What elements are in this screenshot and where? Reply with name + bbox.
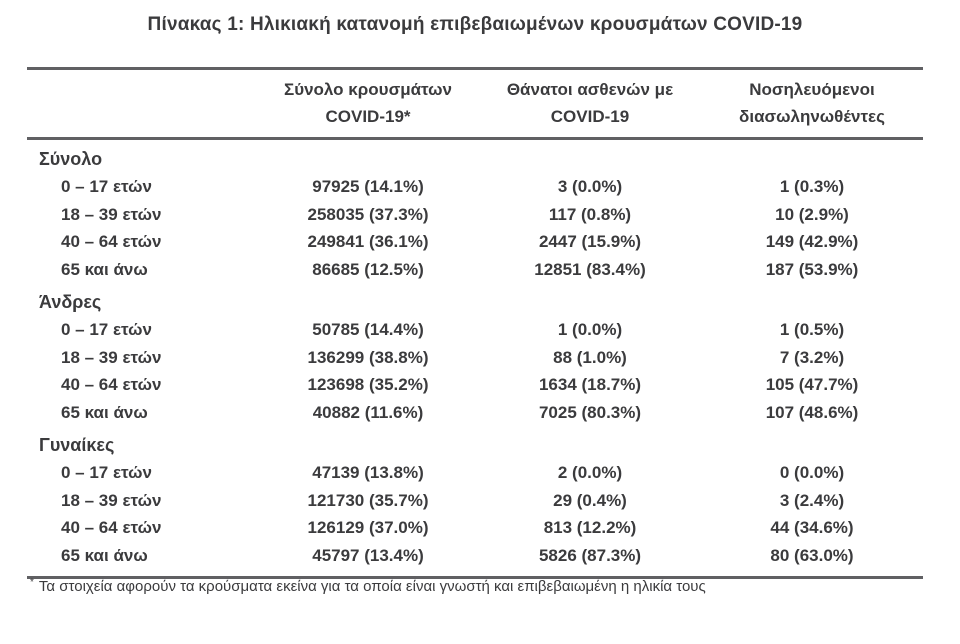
age-label: 0 – 17 ετών <box>61 463 152 482</box>
intubated-value: 105 (47.7%) <box>765 375 859 394</box>
covid-age-table: Σύνολο κρουσμάτων COVID-19* Θάνατοι ασθε… <box>27 67 923 579</box>
col-header-intubated-line1: Νοσηλευόμενοι <box>749 80 875 99</box>
table-header-row: Σύνολο κρουσμάτων COVID-19* Θάνατοι ασθε… <box>27 70 923 140</box>
section-women: Γυναίκες 0 – 17 ετών 47139 (13.8%) 2 (0.… <box>27 431 923 569</box>
header-spacer <box>27 76 257 130</box>
table-row: 0 – 17 ετών 47139 (13.8%) 2 (0.0%) 0 (0.… <box>27 459 923 487</box>
deaths-value: 5826 (87.3%) <box>538 545 642 565</box>
section-label: Σύνολο <box>39 149 103 169</box>
deaths-value: 12851 (83.4%) <box>534 259 646 279</box>
col-header-intubated: Νοσηλευόμενοι διασωληνωθέντες <box>701 76 923 130</box>
intubated-value: 80 (63.0%) <box>770 545 854 565</box>
deaths-value: 117 (0.8%) <box>548 204 632 224</box>
section-label: Άνδρες <box>39 292 102 312</box>
deaths-value: 1634 (18.7%) <box>538 375 642 394</box>
age-label: 65 και άνω <box>61 545 148 565</box>
section-label: Γυναίκες <box>39 435 115 455</box>
age-label: 40 – 64 ετών <box>61 232 162 251</box>
cases-value: 249841 (36.1%) <box>307 232 429 251</box>
age-label: 0 – 17 ετών <box>61 320 152 339</box>
deaths-value: 29 (0.4%) <box>553 490 627 510</box>
age-label: 18 – 39 ετών <box>61 490 162 510</box>
intubated-value: 0 (0.0%) <box>779 463 845 482</box>
table-row: 40 – 64 ετών 249841 (36.1%) 2447 (15.9%)… <box>27 228 923 256</box>
intubated-value: 149 (42.9%) <box>765 232 859 251</box>
footnote: * Τα στοιχεία αφορούν τα κρούσματα εκείνα… <box>30 577 923 595</box>
age-label: 40 – 64 ετών <box>61 375 162 394</box>
age-label: 65 και άνω <box>61 402 148 422</box>
intubated-value: 3 (2.4%) <box>779 490 845 510</box>
footnote-text: Τα στοιχεία αφορούν τα κρούσματα εκείνα … <box>38 578 706 595</box>
cases-value: 121730 (35.7%) <box>307 490 429 510</box>
age-label: 18 – 39 ετών <box>61 204 162 224</box>
cases-value: 126129 (37.0%) <box>307 518 429 537</box>
col-header-cases-line1: Σύνολο κρουσμάτων <box>284 80 452 99</box>
cases-value: 45797 (13.4%) <box>312 545 424 565</box>
age-label: 65 και άνω <box>61 259 148 279</box>
table-row: 0 – 17 ετών 50785 (14.4%) 1 (0.0%) 1 (0.… <box>27 316 923 344</box>
intubated-value: 187 (53.9%) <box>765 259 859 279</box>
intubated-value: 7 (3.2%) <box>779 347 845 367</box>
cases-value: 258035 (37.3%) <box>307 204 429 224</box>
table-row: 40 – 64 ετών 126129 (37.0%) 813 (12.2%) … <box>27 514 923 542</box>
intubated-value: 10 (2.9%) <box>775 204 849 224</box>
cases-value: 123698 (35.2%) <box>307 375 429 394</box>
table-row: 65 και άνω 45797 (13.4%) 5826 (87.3%) 80… <box>27 542 923 570</box>
intubated-value: 1 (0.3%) <box>779 177 845 196</box>
cases-value: 97925 (14.1%) <box>312 177 424 196</box>
footnote-marker: * <box>30 577 34 588</box>
deaths-value: 7025 (80.3%) <box>538 402 642 422</box>
cases-value: 86685 (12.5%) <box>312 259 424 279</box>
intubated-value: 107 (48.6%) <box>765 402 859 422</box>
section-total: Σύνολο 0 – 17 ετών 97925 (14.1%) 3 (0.0%… <box>27 145 923 283</box>
cases-value: 47139 (13.8%) <box>312 463 424 482</box>
cases-value: 136299 (38.8%) <box>307 347 429 367</box>
deaths-value: 1 (0.0%) <box>557 320 623 339</box>
page-title: Πίνακας 1: Ηλικιακή κατανομή επιβεβαιωμέ… <box>147 14 803 35</box>
table-row: 0 – 17 ετών 97925 (14.1%) 3 (0.0%) 1 (0.… <box>27 173 923 201</box>
deaths-value: 2447 (15.9%) <box>538 232 642 251</box>
cases-value: 50785 (14.4%) <box>312 320 424 339</box>
age-label: 40 – 64 ετών <box>61 518 162 537</box>
table-row: 65 και άνω 86685 (12.5%) 12851 (83.4%) 1… <box>27 256 923 284</box>
deaths-value: 813 (12.2%) <box>543 518 637 537</box>
cases-value: 40882 (11.6%) <box>312 402 424 422</box>
intubated-value: 44 (34.6%) <box>770 518 854 537</box>
col-header-deaths-line2: COVID-19 <box>550 107 630 126</box>
col-header-cases-line2: COVID-19* <box>325 107 411 126</box>
deaths-value: 3 (0.0%) <box>557 177 623 196</box>
table-row: 18 – 39 ετών 258035 (37.3%) 117 (0.8%) 1… <box>27 201 923 229</box>
table-row: 40 – 64 ετών 123698 (35.2%) 1634 (18.7%)… <box>27 371 923 399</box>
intubated-value: 1 (0.5%) <box>779 320 845 339</box>
col-header-deaths-line1: Θάνατοι ασθενών με <box>506 80 674 99</box>
deaths-value: 2 (0.0%) <box>557 463 623 482</box>
age-label: 18 – 39 ετών <box>61 347 162 367</box>
deaths-value: 88 (1.0%) <box>553 347 627 367</box>
col-header-deaths: Θάνατοι ασθενών με COVID-19 <box>479 76 701 130</box>
table-row: 18 – 39 ετών 121730 (35.7%) 29 (0.4%) 3 … <box>27 487 923 515</box>
age-label: 0 – 17 ετών <box>61 177 152 196</box>
table-row: 65 και άνω 40882 (11.6%) 7025 (80.3%) 10… <box>27 399 923 427</box>
table-row: 18 – 39 ετών 136299 (38.8%) 88 (1.0%) 7 … <box>27 344 923 372</box>
col-header-intubated-line2: διασωληνωθέντες <box>739 107 885 126</box>
section-men: Άνδρες 0 – 17 ετών 50785 (14.4%) 1 (0.0%… <box>27 288 923 426</box>
col-header-cases: Σύνολο κρουσμάτων COVID-19* <box>257 76 479 130</box>
